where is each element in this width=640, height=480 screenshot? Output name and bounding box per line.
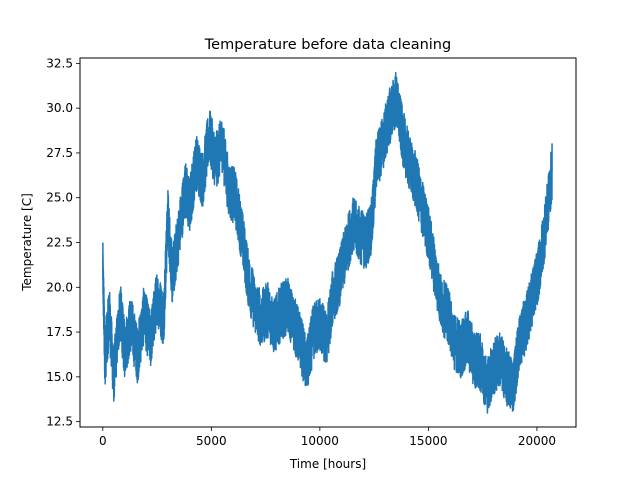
- x-tick-label: 5000: [196, 434, 227, 448]
- y-axis-ticks: 12.5 15.0 17.5 20.0 22.5 25.0 27.5 30.0 32.5: [46, 56, 80, 429]
- y-tick-label: 15.0: [46, 370, 73, 384]
- y-tick-label: 32.5: [46, 56, 73, 70]
- x-axis-label: Time [hours]: [289, 457, 366, 471]
- x-tick-label: 10000: [301, 434, 339, 448]
- y-tick-label: 22.5: [46, 236, 73, 250]
- x-axis-ticks: 0 5000 10000 15000 20000: [99, 427, 556, 448]
- y-tick-label: 20.0: [46, 280, 73, 294]
- y-tick-label: 12.5: [46, 415, 73, 429]
- y-axis-label: Temperature [C]: [20, 193, 34, 292]
- plot-content: [102, 72, 553, 414]
- x-tick-label: 15000: [409, 434, 447, 448]
- y-tick-label: 30.0: [46, 101, 73, 115]
- y-tick-label: 25.0: [46, 191, 73, 205]
- y-tick-label: 17.5: [46, 325, 73, 339]
- chart-title: Temperature before data cleaning: [204, 37, 451, 53]
- temperature-series-line: [102, 72, 553, 414]
- y-tick-label: 27.5: [46, 146, 73, 160]
- x-tick-label: 20000: [518, 434, 556, 448]
- x-tick-label: 0: [99, 434, 107, 448]
